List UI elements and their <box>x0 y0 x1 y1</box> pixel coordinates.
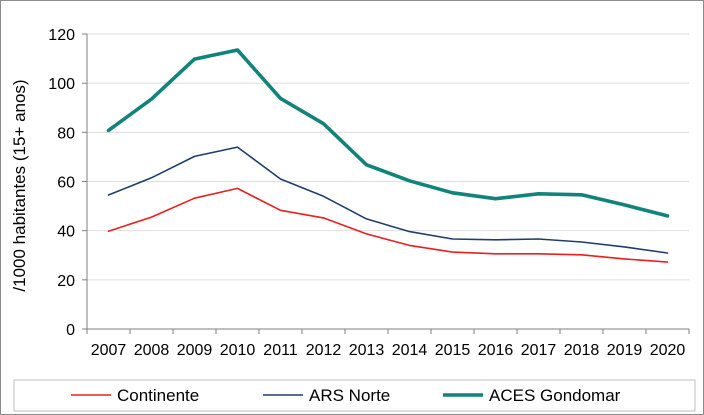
x-tick-label: 2020 <box>650 342 686 359</box>
x-tick-label: 2018 <box>564 342 600 359</box>
y-tick-label: 100 <box>48 76 75 93</box>
series-line-continente <box>107 187 669 263</box>
series-lines <box>106 48 670 263</box>
x-tick-label: 2012 <box>306 342 342 359</box>
y-tick-label: 60 <box>57 175 75 192</box>
legend-label: ACES Gondomar <box>489 386 621 405</box>
y-tick-label: 20 <box>57 273 75 290</box>
x-tick-label: 2015 <box>435 342 471 359</box>
x-tick-label: 2011 <box>263 342 298 359</box>
y-tick-label: 40 <box>57 224 75 241</box>
y-axis-label: /1000 habitantes (15+ anos) <box>10 79 29 291</box>
x-tick-label: 2013 <box>349 342 385 359</box>
y-tick-labels: 0 20 40 60 80 100 120 <box>48 27 75 339</box>
series-line-aces-gondomar <box>106 48 670 218</box>
x-tick-label: 2017 <box>521 342 557 359</box>
legend-box <box>13 379 696 412</box>
legend-label: ARS Norte <box>309 386 390 405</box>
x-tick-label: 2009 <box>177 342 213 359</box>
x-tick-label: 2014 <box>392 342 428 359</box>
x-tick-label: 2019 <box>607 342 643 359</box>
legend: Continente ARS Norte ACES Gondomar <box>13 379 696 412</box>
x-tick-label: 2008 <box>134 342 170 359</box>
x-tick-label: 2010 <box>220 342 256 359</box>
gridlines <box>82 33 689 330</box>
y-tick-label: 0 <box>66 322 75 339</box>
legend-label: Continente <box>117 386 199 405</box>
x-tick-labels: 2007 2008 2009 2010 2011 2012 2013 2014 2015 2016… <box>91 342 686 359</box>
y-tick-label: 120 <box>48 27 75 44</box>
x-tick-label: 2007 <box>91 342 127 359</box>
series-line-ars-norte <box>107 146 669 254</box>
y-tick-label: 80 <box>57 125 75 142</box>
x-tick-label: 2016 <box>478 342 514 359</box>
axes <box>86 34 690 334</box>
